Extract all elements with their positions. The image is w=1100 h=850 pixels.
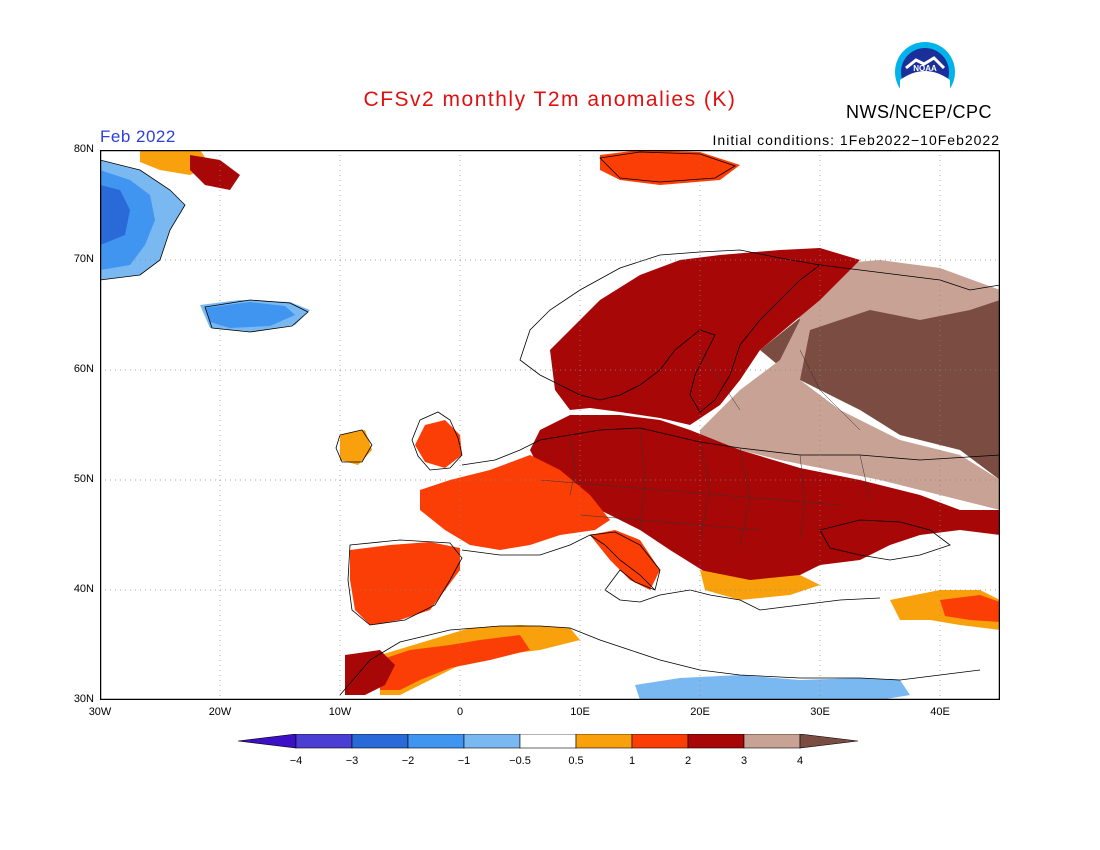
coast-iceland (204, 299, 309, 333)
lon-label-30w: 30W (88, 706, 112, 718)
coastlines (99, 151, 1001, 696)
lon-label-10e: 10E (570, 706, 590, 718)
colorbar-svg: −4 −3 −2 −1 −0.5 0.5 1 2 3 4 (237, 733, 859, 767)
lon-label-40e: 40E (930, 706, 950, 718)
logo-text: NOAA (913, 64, 937, 73)
colorbar-tick-label: −1 (458, 755, 471, 767)
field-greenland-m3 (100, 185, 130, 245)
border-4 (739, 447, 751, 546)
field-ireland-05to1 (340, 430, 372, 465)
colorbar-box (575, 733, 633, 749)
colorbar-tick-label: −3 (346, 755, 359, 767)
colorbar-tick-label: 3 (741, 755, 747, 767)
lat-label-70n: 70N (73, 253, 94, 265)
lon-label-0: 0 (456, 706, 464, 718)
colorbar-box (687, 733, 745, 749)
colorbar: −4 −3 −2 −1 −0.5 0.5 1 2 3 4 (237, 733, 862, 774)
coast-kolamurmansk (819, 264, 1001, 291)
border-3 (699, 441, 711, 541)
colorbar-box (295, 733, 353, 749)
field-nafrica-1to2 (380, 635, 530, 690)
grid-lines (100, 150, 1000, 700)
lon-label-20w: 20W (208, 706, 232, 718)
field-iceland-m2 (205, 302, 295, 328)
border-9 (699, 349, 741, 411)
anomaly-map (99, 149, 1001, 701)
noaa-logo-icon: NOAA (895, 42, 955, 103)
month-label: Feb 2022 (100, 127, 176, 146)
colorbar-box (631, 733, 689, 749)
org-label: NWS/NCEP/CPC (846, 102, 993, 122)
field-britain-1to2 (415, 420, 462, 468)
lat-label-50n: 50N (73, 473, 94, 485)
colorbar-tick-label: −4 (290, 755, 303, 767)
colorbar-box (351, 733, 409, 749)
coast-italy (589, 534, 656, 591)
border-6 (859, 454, 871, 501)
field-italy-1to2 (590, 530, 660, 590)
field-ngreenland-2to3 (190, 155, 240, 190)
lat-label-30n: 30N (73, 693, 94, 705)
map-title: CFSv2 monthly T2m anomalies (K) (363, 88, 737, 111)
initial-conditions-label: Initial conditions: 1Feb2022−10Feb2022 (712, 132, 1000, 148)
field-central-2to3 (530, 415, 1000, 585)
anomaly-fields (100, 150, 1000, 700)
colorbar-tick-label: 4 (797, 755, 803, 767)
field-scandinavia-2to3 (550, 248, 860, 425)
field-morocco-2to3 (345, 650, 395, 695)
border-7 (539, 479, 841, 506)
lat-label-40n: 40N (73, 583, 94, 595)
colorbar-arrow-right (799, 733, 859, 749)
colorbar-tick-label: 1 (629, 755, 635, 767)
colorbar-box (743, 733, 801, 749)
coast-blacksea (819, 519, 951, 561)
field-iberia-1to2 (350, 542, 460, 625)
colorbar-box (519, 733, 577, 749)
field-balkans-05to1 (700, 570, 820, 600)
colorbar-ticks: −4 −3 −2 −1 −0.5 0.5 1 2 3 4 (290, 755, 803, 767)
lon-label-30e: 30E (810, 706, 830, 718)
border-1 (569, 434, 576, 496)
colorbar-tick-label: 2 (685, 755, 691, 767)
coast-iberia (347, 539, 463, 626)
noaa-logo: NOAA (890, 40, 960, 104)
field-turkey-1to2 (940, 595, 1000, 622)
coast-svalbard (599, 151, 736, 183)
field-east-3to4 (700, 260, 1000, 510)
field-emed-m1 (635, 675, 910, 700)
lon-label-20e: 20E (690, 706, 710, 718)
colorbar-tick-label: −0.5 (509, 755, 531, 767)
lat-label-80n: 80N (73, 143, 94, 155)
field-russia-gt4 (760, 290, 1000, 480)
colorbar-tick-label: 0.5 (568, 755, 583, 767)
colorbar-boxes (237, 733, 859, 749)
field-svalbard-2to3 (600, 150, 740, 185)
colorbar-tick-label: −2 (402, 755, 415, 767)
colorbar-box (463, 733, 521, 749)
country-borders (539, 349, 871, 546)
field-france-1to2 (420, 455, 610, 550)
coast-continent (461, 427, 1001, 466)
coast-britain (411, 411, 463, 471)
coast-nafrica (339, 625, 981, 696)
lon-label-10w: 10W (328, 706, 352, 718)
coast-greenland (99, 159, 186, 281)
colorbar-arrow-left (237, 733, 297, 749)
coast-ireland (335, 429, 373, 463)
colorbar-box (407, 733, 465, 749)
map-frame (99, 149, 1001, 701)
coast-scandinavia (519, 249, 821, 413)
border-5 (799, 454, 806, 541)
lat-label-60n: 60N (73, 363, 94, 375)
anomaly-map-svg (99, 149, 1001, 701)
border-8 (579, 514, 761, 531)
